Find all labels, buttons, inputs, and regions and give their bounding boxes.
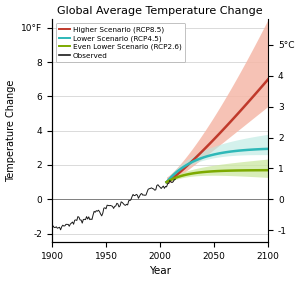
X-axis label: Year: Year	[149, 266, 171, 276]
Title: Global Average Temperature Change: Global Average Temperature Change	[57, 6, 263, 16]
Legend: Higher Scenario (RCP8.5), Lower Scenario (RCP4.5), Even Lower Scenario (RCP2.6),: Higher Scenario (RCP8.5), Lower Scenario…	[56, 23, 185, 62]
Y-axis label: Temperature Change: Temperature Change	[6, 80, 16, 182]
